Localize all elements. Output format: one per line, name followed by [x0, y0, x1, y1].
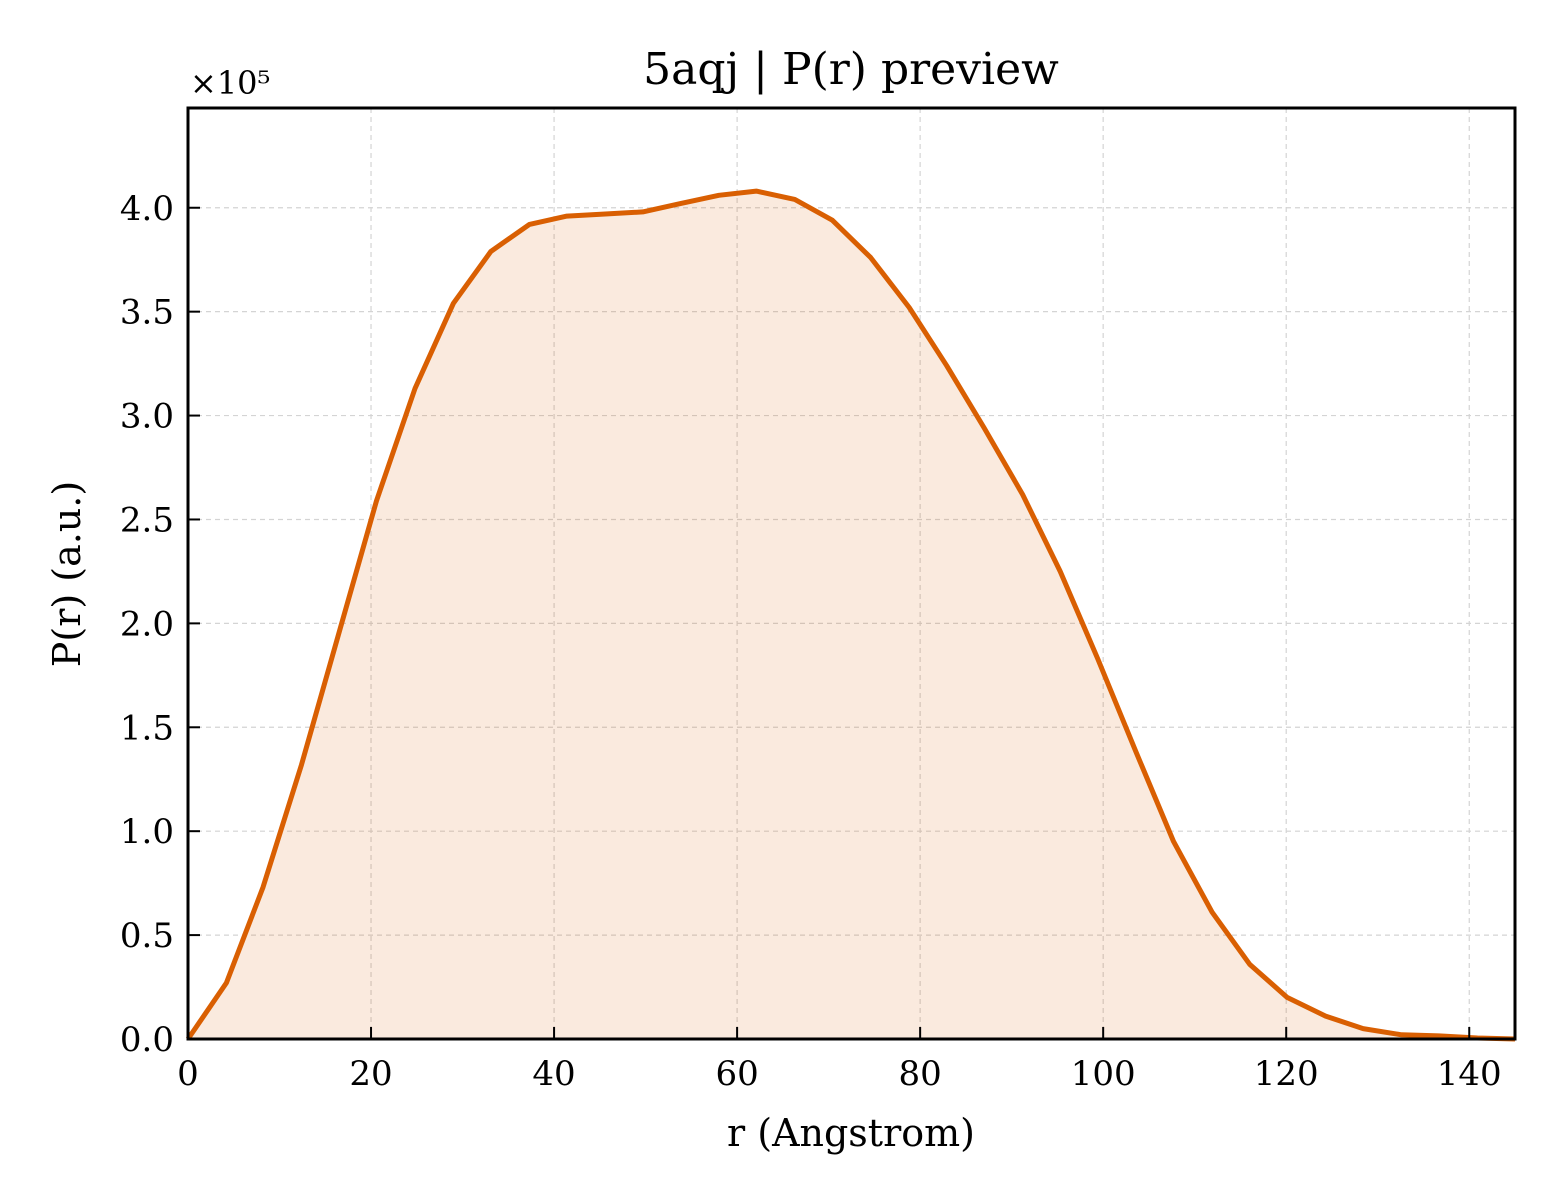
y-tick-label: 0.5: [120, 916, 174, 956]
y-tick-label: 2.0: [120, 604, 174, 644]
x-axis-label: r (Angstrom): [727, 1111, 975, 1155]
plot-frame: [186, 106, 1517, 1041]
x-tick-label: 60: [715, 1054, 758, 1094]
y-axis-label: P(r) (a.u.): [45, 481, 89, 667]
pr-area-fill: [188, 191, 1515, 1040]
y-tick-label: 4.0: [120, 189, 174, 229]
x-tick-label: 140: [1437, 1054, 1502, 1094]
x-tick-label: 120: [1254, 1054, 1319, 1094]
x-tick-label: 80: [899, 1054, 942, 1094]
y-tick-label: 1.0: [120, 812, 174, 852]
grid-lines: [188, 108, 1515, 1039]
y-tick-label: 1.5: [120, 708, 174, 748]
y-tick-label: 3.0: [120, 397, 174, 437]
y-tick-label: 3.5: [120, 293, 174, 333]
x-tick-label: 0: [177, 1054, 199, 1094]
axis-ticks: 0 20 40 60 80 100 120 140 0.0 0.5 1.0 1.5 2.0 2.5 3.0 3…: [120, 189, 1502, 1094]
y-tick-label: 0.0: [120, 1020, 174, 1060]
pr-series-line: [185, 188, 1516, 1042]
x-tick-label: 100: [1071, 1054, 1136, 1094]
x-tick-label: 20: [349, 1054, 392, 1094]
chart-title: 5aqj | P(r) preview: [643, 44, 1059, 95]
y-offset-label: ×10⁵: [190, 64, 270, 102]
y-tick-label: 2.5: [120, 500, 174, 540]
x-tick-label: 40: [532, 1054, 575, 1094]
